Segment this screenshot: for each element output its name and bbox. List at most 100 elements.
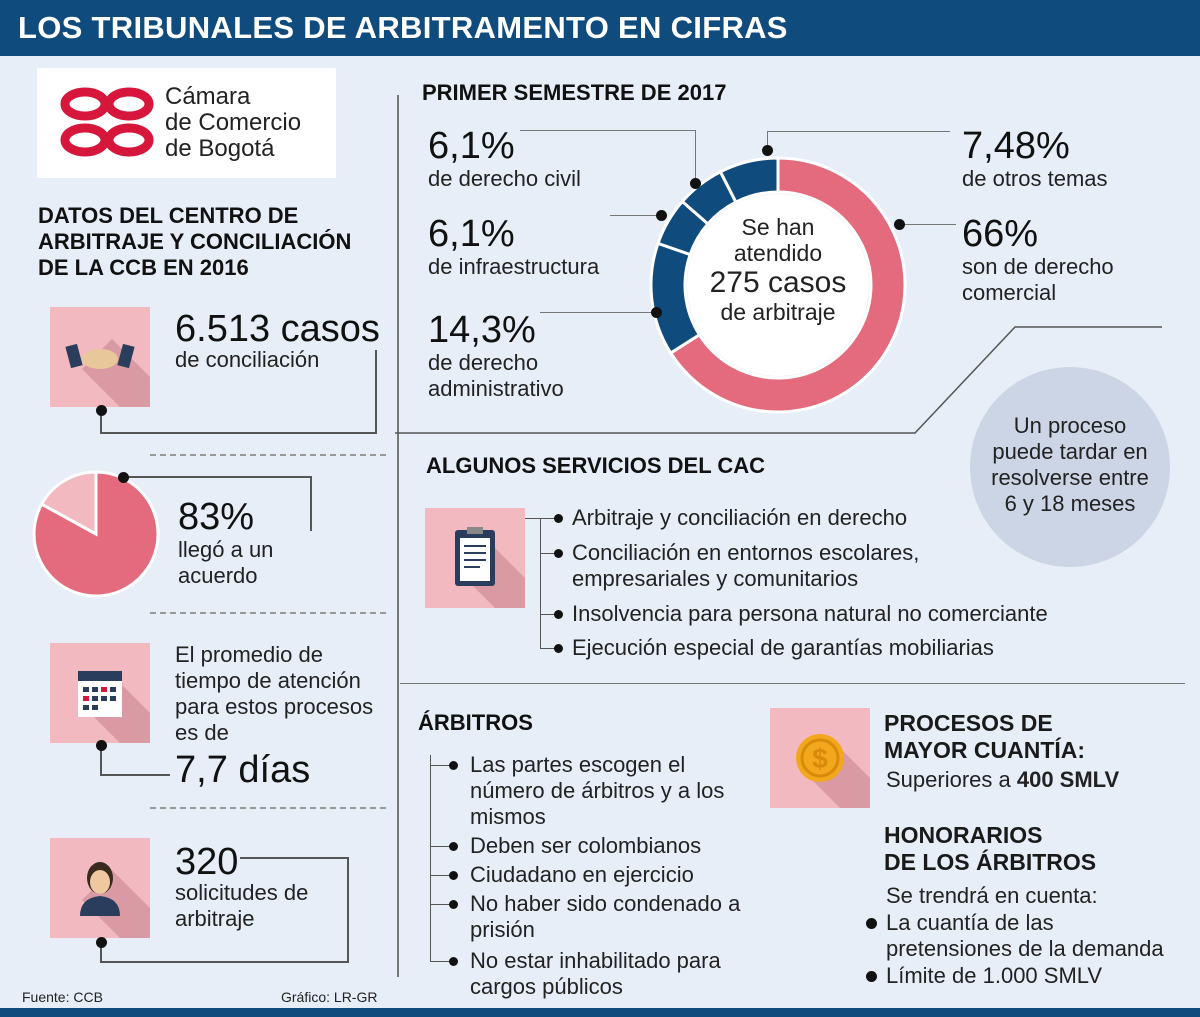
slice-otros-temas <box>718 156 780 205</box>
pct: 6,1% <box>428 213 515 255</box>
stat-solicitudes-value: 320 <box>175 841 239 883</box>
svg-text:$: $ <box>812 743 828 774</box>
honorarios-title: HONORARIOS DE LOS ÁRBITROS <box>884 822 1096 876</box>
stat-tiempo-value: 7,7 días <box>175 749 311 791</box>
line: Las partes escogen el <box>470 752 686 777</box>
arbitros-title: ÁRBITROS <box>418 710 533 735</box>
desc: comercial <box>962 280 1057 305</box>
person-icon <box>50 838 150 938</box>
line: número de árbitros y a los <box>470 778 725 803</box>
desc: de infraestructura <box>428 254 600 279</box>
servicio-item: Insolvencia para persona natural no come… <box>572 601 1048 626</box>
page-title: LOS TRIBUNALES DE ARBITRAMENTO EN CIFRAS <box>18 10 788 45</box>
logo-text: de Bogotá <box>165 135 275 162</box>
line: empresariales y comunitarios <box>572 566 859 591</box>
honorario-item: Límite de 1.000 SMLV <box>886 963 1103 988</box>
cuantia-title: PROCESOS DE MAYOR CUANTÍA: <box>884 710 1085 764</box>
servicios-title: ALGUNOS SERVICIOS DEL CAC <box>426 453 766 478</box>
proceso-line: 6 y 18 meses <box>1004 491 1136 516</box>
label-line: es de <box>175 720 229 745</box>
arbitro-item: Las partes escogen el número de árbitros … <box>470 752 724 830</box>
label-line: solicitudes de <box>175 880 309 905</box>
pct: 14,3% <box>428 309 536 351</box>
ccb-logo-mark-icon <box>60 87 154 157</box>
proceso-line: puede tardar en <box>992 439 1148 464</box>
line: La cuantía de las <box>886 910 1054 935</box>
arbitro-item: No estar inhabilitado para cargos público… <box>470 948 721 1000</box>
line: No estar inhabilitado para <box>470 948 721 973</box>
amount: 400 SMLV <box>1016 767 1120 792</box>
proceso-circle: Un proceso puede tardar en resolverse en… <box>970 367 1170 567</box>
slice-sin-acuerdo <box>39 470 98 537</box>
center-line: de arbitraje <box>720 299 836 325</box>
line: PROCESOS DE <box>884 710 1053 736</box>
pct: 7,48% <box>962 125 1070 167</box>
line: DE LOS ÁRBITROS <box>884 849 1097 875</box>
arbitro-item: Ciudadano en ejercicio <box>470 862 694 887</box>
proceso-line: Un proceso <box>1013 413 1127 438</box>
footer-source: Fuente: CCB <box>22 989 103 1005</box>
label-line: para estos procesos <box>175 694 374 719</box>
left-heading: DATOS DEL CENTRO DE ARBITRAJE Y CONCILIA… <box>38 203 351 281</box>
footer-bar <box>0 1008 1200 1017</box>
acuerdo-pie-chart <box>32 470 160 598</box>
stat-acuerdo-label: llegó a un acuerdo <box>178 537 273 589</box>
heading-line: DATOS DEL CENTRO DE <box>38 203 299 228</box>
center-line: atendido <box>733 240 823 266</box>
logo-text: Cámara <box>165 83 251 110</box>
donut-center-text: Se han atendido 275 casos de arbitraje <box>690 214 866 324</box>
clipboard-icon <box>425 508 525 608</box>
label-infraestructura: 6,1% de infraestructura <box>428 214 599 280</box>
semestre-title: PRIMER SEMESTRE DE 2017 <box>422 80 727 105</box>
slice-derecho-comercial <box>668 156 907 414</box>
pct: 66% <box>962 213 1039 255</box>
desc: administrativo <box>428 376 564 401</box>
handshake-icon <box>50 307 150 407</box>
line: Conciliación en entornos escolares, <box>572 540 920 565</box>
heading-line: ARBITRAJE Y CONCILIACIÓN <box>38 229 352 254</box>
stat-solicitudes-label: solicitudes de arbitraje <box>175 880 308 932</box>
desc: de otros temas <box>962 166 1108 191</box>
label-line: acuerdo <box>178 563 258 588</box>
stat-conciliacion-label: de conciliación <box>175 347 320 372</box>
line: No haber sido condenado a <box>470 891 741 916</box>
label-administrativo: 14,3% de derecho administrativo <box>428 310 564 402</box>
desc: son de derecho <box>962 254 1114 279</box>
cuantia-text: Superiores a 400 SMLV <box>886 767 1119 793</box>
label-line: arbitraje <box>175 906 255 931</box>
line: MAYOR CUANTÍA: <box>884 737 1086 763</box>
arbitraje-donut-chart <box>649 156 907 414</box>
servicio-item: Conciliación en entornos escolares, empre… <box>572 540 919 592</box>
header-bar: LOS TRIBUNALES DE ARBITRAMENTO EN CIFRAS <box>0 0 1200 56</box>
desc: de derecho <box>428 350 539 375</box>
line: mismos <box>470 804 546 829</box>
stat-conciliacion-value: 6.513 casos <box>175 308 380 350</box>
proceso-line: resolverse entre <box>991 465 1149 490</box>
donut-hole <box>687 194 869 376</box>
dollar-coin-icon: $ <box>770 708 870 808</box>
center-line: Se han <box>741 214 815 240</box>
logo-text: de Comercio <box>165 109 302 136</box>
label-comercial: 66% son de derecho comercial <box>962 214 1114 306</box>
ccb-logo: Cámara de Comercio de Bogotá <box>37 68 336 178</box>
label-line: llegó a un <box>178 537 274 562</box>
line: pretensiones de la demanda <box>886 936 1164 961</box>
line: cargos públicos <box>470 974 623 999</box>
servicio-item: Arbitraje y conciliación en derecho <box>572 505 908 530</box>
stat-tiempo-label: El promedio de tiempo de atención para e… <box>175 642 373 746</box>
column-divider <box>397 95 399 977</box>
label-otros: 7,48% de otros temas <box>962 126 1108 192</box>
stat-acuerdo-value: 83% <box>178 496 255 538</box>
connector-line <box>395 326 1162 434</box>
arbitro-item: Deben ser colombianos <box>470 833 702 858</box>
arbitro-item: No haber sido condenado a prisión <box>470 891 740 943</box>
label-line: El promedio de <box>175 642 323 667</box>
label-civil: 6,1% de derecho civil <box>428 126 581 192</box>
label-line: tiempo de atención <box>175 668 361 693</box>
pct: 6,1% <box>428 125 515 167</box>
line: prisión <box>470 917 535 942</box>
line: HONORARIOS <box>884 822 1043 848</box>
calendar-icon <box>50 643 150 743</box>
servicio-item: Ejecución especial de garantías mobiliar… <box>572 635 994 660</box>
desc: de derecho civil <box>428 166 581 191</box>
